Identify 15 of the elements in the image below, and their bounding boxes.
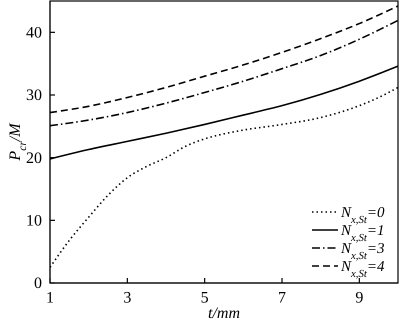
legend-label: N$_{x,St}$=4 <box>340 259 386 280</box>
legend-label: N$_{x,St}$=1 <box>340 223 385 244</box>
x-tick-label: 7 <box>278 289 286 306</box>
y-tick-label: 0 <box>34 275 42 292</box>
y-tick-label: 30 <box>26 87 42 104</box>
x-tick-label: 9 <box>355 289 364 306</box>
y-tick-label: 20 <box>26 150 42 167</box>
legend-label: N$_{x,St}$=3 <box>340 241 385 262</box>
y-tick-label: 40 <box>26 24 42 42</box>
x-tick-label: 3 <box>123 289 132 306</box>
y-tick-label: 10 <box>26 212 42 230</box>
x-tick-label: 1 <box>46 289 54 306</box>
x-axis-title: t/mm <box>208 305 240 322</box>
legend-label: N$_{x,St}$=0 <box>340 205 386 226</box>
x-tick-label: 5 <box>200 289 209 306</box>
